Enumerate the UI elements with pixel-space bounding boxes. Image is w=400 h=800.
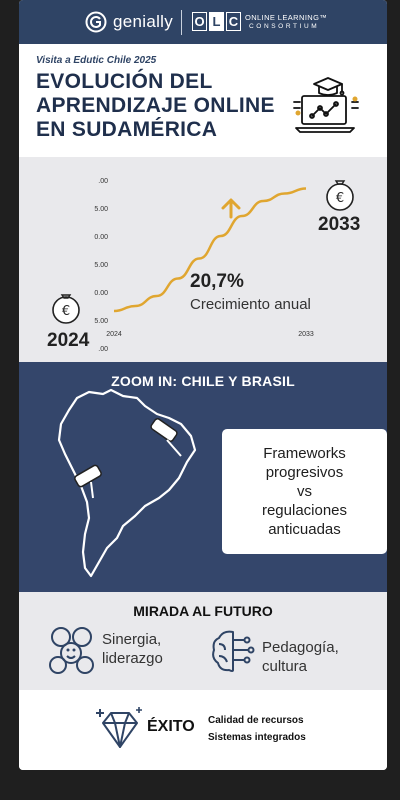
y-tick-label: 5.00 [94,206,108,213]
genially-logo-icon [85,11,107,33]
svg-text:€: € [62,304,70,319]
y-tick-label: .00 [98,346,108,353]
title-line-1: EVOLUCIÓN DEL [36,70,213,93]
callout-text: Frameworks progresivos vs regulaciones a… [262,444,347,539]
future-title: MIRADA AL FUTURO [133,603,273,619]
x-tick-label: 2024 [106,331,122,338]
future-item-synergy: Sinergia, liderazgo [102,630,163,668]
callout-line-4: regulaciones [261,502,348,519]
growth-chart-section: .00 5.00 0.00 5.00 0.00 5.00 .00 2024 2033 € € [19,157,387,362]
y-tick-label: 5.00 [94,262,108,269]
y-tick-label: 0.00 [94,290,108,297]
x-axis-ticks: 2024 2033 [106,331,314,338]
y-tick-label: 5.00 [94,318,108,325]
olc-logo: O L C [192,12,241,32]
success-label: ÉXITO [147,718,195,735]
future-item1-line-1: Sinergia, [102,631,162,648]
title-line-3: EN SUDAMÉRICA [36,118,218,141]
partner-name-line2: CONSORTIUM [249,23,320,30]
y-tick-label: 0.00 [94,234,108,241]
future-section: MIRADA AL FUTURO Sinergia, liderazgo [19,592,387,690]
success-section: ÉXITO Calidad de recursos Sistemas integ… [19,690,387,770]
diamond-icon [96,707,142,748]
success-item-systems: Sistemas integrados [208,732,306,743]
title-line-2: APRENDIZAJE ONLINE [36,94,275,117]
zoom-section: ZOOM IN: CHILE Y BRASIL Frameworks progr… [19,362,387,592]
olc-letter-l: L [209,12,224,31]
y-axis-ticks: .00 5.00 0.00 5.00 0.00 5.00 .00 [94,178,108,353]
callout-line-2: progresivos [265,464,344,481]
team-people-icon [49,627,94,674]
page-title: EVOLUCIÓN DEL APRENDIZAJE ONLINE EN SUDA… [36,70,306,142]
header-divider [181,10,182,35]
brain-circuit-icon [212,630,255,672]
infographic-card: genially O L C ONLINE LEARNING™ CONSORTI… [19,0,387,770]
event-kicker: Visita a Edutic Chile 2025 [36,55,157,66]
south-america-map [57,388,197,578]
start-year-label: 2024 [47,330,90,351]
growth-curve [113,187,307,313]
growth-rate-label: Crecimiento anual [190,296,311,313]
brand-name: genially [113,12,174,31]
pushpin-icon-chile [74,464,102,499]
future-item1-line-2: liderazgo [102,650,163,667]
y-tick-label: .00 [98,178,108,185]
future-item2-line-2: cultura [262,658,308,675]
online-graduation-laptop-icon [293,77,359,133]
callout-line-1: Frameworks [263,445,346,462]
growth-rate-value: 20,7% [190,271,244,292]
olc-letter-o: O [192,12,207,31]
money-bag-euro-icon-start: € [52,294,80,324]
pushpin-icon-brazil [150,418,182,457]
success-item-quality: Calidad de recursos [208,715,304,726]
future-item-pedagogy: Pedagogía, cultura [262,638,339,676]
olc-letter-c: C [226,12,241,31]
future-item2-line-1: Pedagogía, [262,639,339,656]
header-bar: genially O L C ONLINE LEARNING™ CONSORTI… [19,0,387,44]
trend-up-arrow-icon [221,198,241,219]
callout-line-5: anticuadas [268,521,341,538]
callout-line-3: vs [297,483,312,500]
x-tick-label: 2033 [298,331,314,338]
zoom-title: ZOOM IN: CHILE Y BRASIL [111,373,295,389]
partner-name-line1: ONLINE LEARNING™ [245,13,328,22]
svg-text:€: € [336,191,344,206]
money-bag-euro-icon-end: € [326,180,354,211]
end-year-label: 2033 [318,214,361,235]
comparison-callout: Frameworks progresivos vs regulaciones a… [222,429,387,554]
growth-chart: .00 5.00 0.00 5.00 0.00 5.00 .00 2024 2033 € € [52,178,354,353]
